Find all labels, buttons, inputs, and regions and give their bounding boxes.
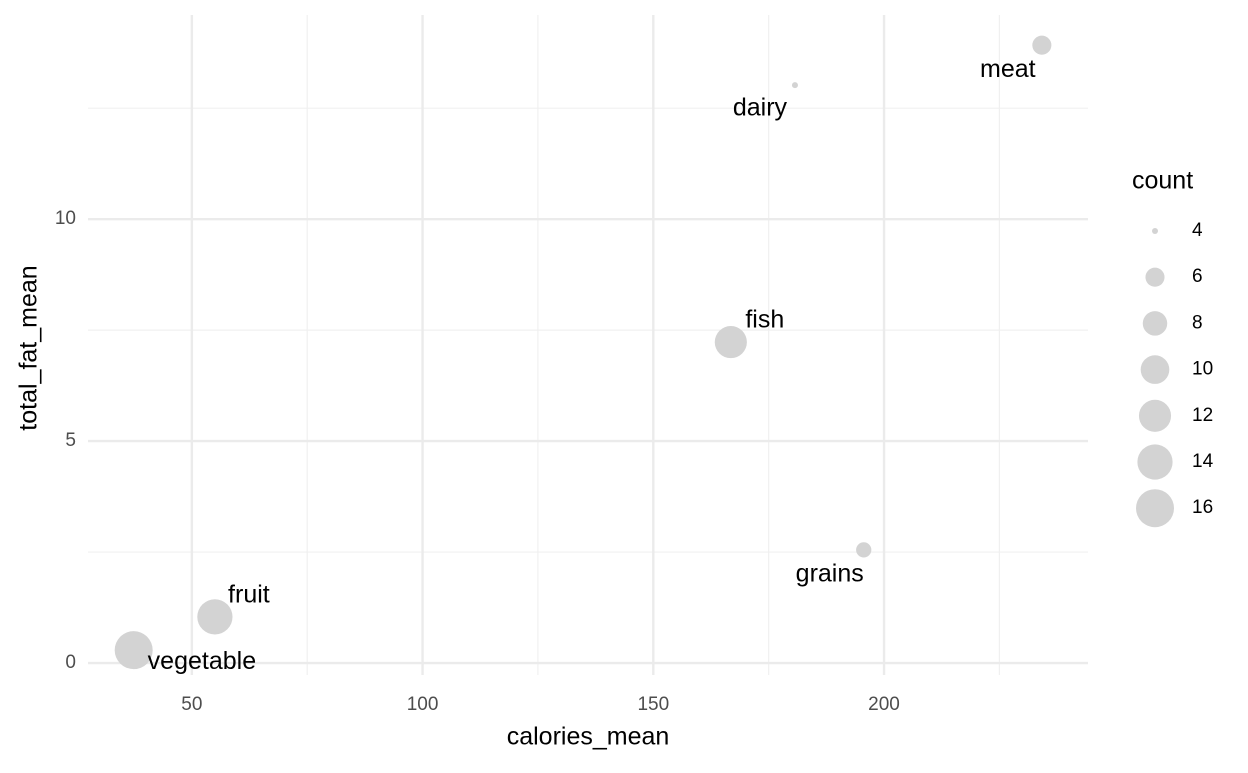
- y-tick-label: 10: [55, 208, 76, 229]
- legend-label: 12: [1192, 405, 1213, 426]
- legend-label: 16: [1192, 497, 1213, 518]
- legend-label: 14: [1192, 451, 1214, 472]
- y-axis-title: total_fat_mean: [15, 265, 43, 430]
- legend-label: 6: [1192, 266, 1203, 287]
- y-tick-label: 0: [65, 652, 76, 673]
- point: [1032, 35, 1052, 55]
- x-tick-label: 100: [407, 694, 439, 715]
- point: [114, 631, 153, 670]
- x-tick-label: 150: [637, 694, 669, 715]
- legend-key: [1137, 444, 1173, 480]
- point-label: meat: [980, 55, 1036, 83]
- legend-label: 4: [1192, 220, 1203, 241]
- y-tick-label: 5: [65, 430, 76, 451]
- legend-key: [1136, 489, 1174, 528]
- legend-key: [1140, 355, 1170, 384]
- x-axis-title: calories_mean: [507, 723, 670, 751]
- legend-key: [1138, 399, 1172, 432]
- point: [714, 326, 747, 359]
- x-tick-label: 200: [868, 694, 900, 715]
- legend-key: [1145, 267, 1165, 287]
- point: [856, 542, 872, 558]
- point-label: fish: [745, 306, 784, 334]
- legend-title: count: [1132, 167, 1193, 195]
- x-tick-label: 50: [181, 694, 202, 715]
- point: [791, 82, 798, 89]
- legend-label: 8: [1192, 312, 1203, 333]
- point-label: vegetable: [148, 647, 256, 675]
- point-label: dairy: [733, 94, 788, 122]
- legend-key: [1152, 228, 1158, 234]
- legend-key: [1142, 311, 1168, 336]
- point-label: grains: [796, 559, 864, 587]
- point: [197, 599, 233, 635]
- legend-label: 10: [1192, 359, 1213, 380]
- point-label: fruit: [228, 580, 270, 608]
